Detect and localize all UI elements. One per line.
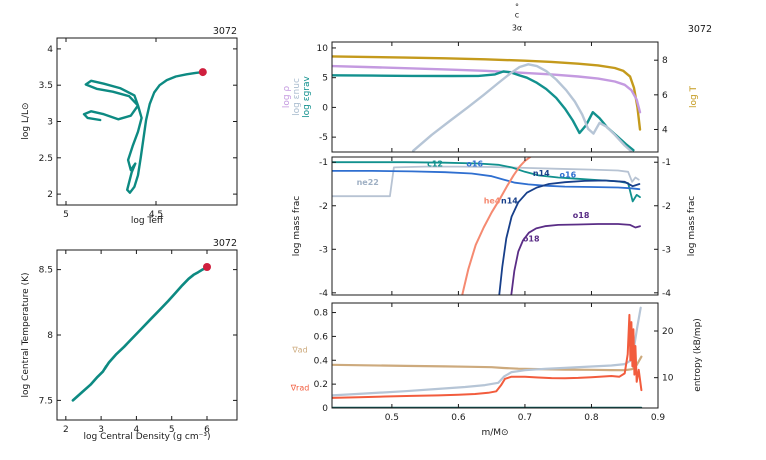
central-t-rho-x-tick-label: 6	[204, 425, 210, 435]
log-eps-grav	[332, 70, 635, 152]
current-model-marker	[203, 263, 211, 271]
curve-label-o18: o18	[573, 211, 590, 220]
profile-panel-y2-tick-label: 4	[662, 125, 668, 135]
curve-label-o18: o18	[523, 235, 540, 244]
gradient-panel-y2-tick-label: 10	[662, 374, 674, 384]
grad-ad	[332, 355, 643, 372]
abundance-panel-y-tick-label: -4	[319, 289, 328, 299]
abundance-panel-y-tick-label: -3	[319, 245, 328, 255]
log-eps-nuc	[412, 63, 633, 152]
profile-panel-plot-area	[332, 55, 642, 152]
central-t-rho-x-tick-label: 3	[98, 425, 104, 435]
gradient-panel-y-tick-label: 0	[322, 404, 328, 414]
curve-label-c12: c12	[427, 160, 443, 169]
profile-ylabel-log-eps-nuc: log εnuc	[292, 78, 302, 116]
gradient-panel-x-tick-label: 0.7	[518, 413, 532, 423]
profile-ylabel-log-rho: log ρ	[282, 85, 292, 109]
central-t-rho-x-tick-label: 4	[134, 425, 140, 435]
abundance-panel-y2-tick-label: -4	[662, 289, 671, 299]
burn-marker: °	[515, 2, 519, 12]
o16	[332, 169, 641, 191]
burn-label-3alpha: 3α	[511, 23, 523, 33]
gradient-panel-y-tick-label: 0.4	[314, 356, 329, 366]
profile-panel-y-tick-label: 0	[322, 103, 328, 113]
central-t-rho-frame	[56, 249, 238, 421]
central-t-rho-y-tick-label: 8	[47, 331, 53, 341]
current-model-marker	[198, 68, 207, 77]
burn-label-c: c	[514, 10, 520, 20]
trho-model-number: 3072	[212, 238, 237, 249]
central-t-rho-y-tick-label: 7.5	[39, 396, 53, 406]
profile-panel-y-tick-label: 5	[322, 74, 328, 84]
gradient-panel-y2-tick-label: 20	[662, 327, 674, 337]
mass-xlabel: m/M⊙	[481, 428, 509, 438]
entropy	[332, 306, 642, 397]
gradient-panel-x-tick-label: 0.5	[385, 413, 399, 423]
central-conditions-track	[71, 265, 209, 402]
he4	[461, 157, 533, 295]
central-t-rho-y-tick-label: 8.5	[39, 266, 53, 276]
gradient-panel-plot-area	[332, 306, 643, 408]
c12	[332, 161, 641, 203]
gradient-panel-frame	[331, 302, 659, 409]
abundance-y2label: log mass frac	[687, 195, 697, 257]
profile-panel-y2-tick-label: 6	[662, 91, 668, 101]
gradient-panel-y-tick-label: 0.2	[314, 380, 328, 390]
gradient-panel-x-tick-label: 0.9	[651, 413, 666, 423]
hr-diagram-x-tick-label: 5	[63, 210, 69, 220]
hr-diagram-x-tick-label: 4.5	[149, 210, 163, 220]
central-t-rho-x-tick-label: 2	[63, 425, 69, 435]
abundance-panel-y2-tick-label: -2	[662, 202, 671, 212]
profile-panel-y-tick-label: 10	[317, 44, 329, 54]
hr-diagram-y-tick-label: 2	[47, 190, 53, 200]
gradient-panel-y-tick-label: 0.6	[314, 332, 329, 342]
central-t-rho-plot-area	[71, 263, 211, 402]
hr-diagram-y-tick-label: 2.5	[39, 154, 53, 164]
gradient-panel-x-tick-label: 0.8	[584, 413, 599, 423]
gradient-panel-y-tick-label: 0.8	[314, 309, 329, 319]
entropy-y2label: entropy (kB/mp)	[693, 318, 703, 392]
abundance-ylabel: log mass frac	[292, 195, 302, 257]
hr-diagram-y-tick-label: 3.5	[39, 81, 53, 91]
grad-ad-label: ∇ad	[292, 345, 308, 355]
hr-xlabel: log Teff	[130, 216, 164, 226]
grid-model-number: 3072	[687, 24, 712, 35]
hr-ylabel: log L/L⊙	[21, 102, 31, 140]
curve-label-o16: o16	[466, 160, 483, 169]
grad-rad-label: ∇rad	[290, 383, 310, 393]
profile-panel-y-tick-label: -5	[319, 133, 328, 143]
hr-diagram-y-tick-label: 3	[47, 118, 53, 128]
curve-label-o16: o16	[560, 171, 577, 180]
abundance-panel-y-tick-label: -2	[319, 202, 328, 212]
o18	[510, 223, 641, 295]
hr-model-number: 3072	[212, 26, 237, 37]
abundance-panel-plot-area	[332, 157, 641, 295]
curve-label-n14: n14	[533, 169, 550, 178]
trho-xlabel: log Central Density (g cm⁻³)	[83, 432, 211, 442]
profile-y2label-log-T: log T	[689, 85, 699, 109]
abundance-panel-y2-tick-label: -1	[662, 158, 671, 168]
curve-label-he4: he4	[484, 197, 501, 206]
profile-panel-frame	[331, 41, 659, 153]
curve-label-ne22: ne22	[357, 178, 379, 187]
profile-ylabel-log-eps-grav: log εgrav	[302, 76, 312, 118]
evolution-track	[82, 70, 205, 194]
gradient-panel-x-tick-label: 0.6	[451, 413, 466, 423]
abundance-panel-y-tick-label: -1	[319, 158, 328, 168]
hr-diagram-y-tick-label: 4	[47, 45, 53, 55]
n14	[498, 179, 641, 295]
central-t-rho-x-tick-label: 5	[169, 425, 175, 435]
log-T	[332, 55, 642, 131]
profile-panel-y2-tick-label: 8	[662, 56, 668, 66]
abundance-panel-frame	[331, 156, 659, 296]
curve-label-n14: n14	[501, 197, 518, 206]
log-rho	[332, 64, 642, 114]
abundance-panel-y2-tick-label: -3	[662, 245, 671, 255]
trho-ylabel: log Central Temperature (K)	[21, 272, 31, 398]
grad-rad	[332, 313, 643, 399]
hr-diagram-plot-area	[82, 68, 207, 194]
